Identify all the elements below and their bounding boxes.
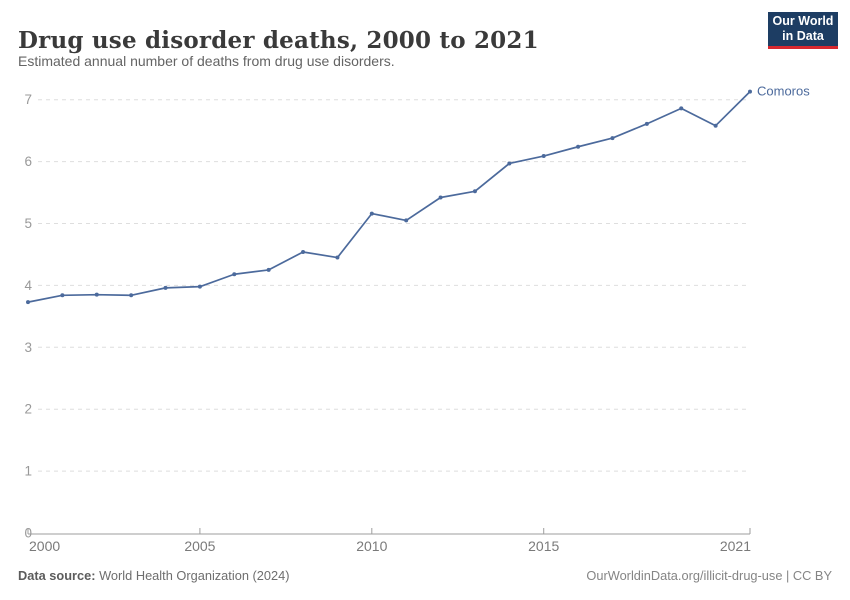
data-point-2021[interactable] bbox=[748, 89, 752, 94]
data-source-label: Data source: bbox=[18, 568, 96, 583]
x-axis-tick-label: 2000 bbox=[29, 538, 60, 554]
x-axis-tick-label: 2010 bbox=[356, 538, 387, 554]
y-axis-tick-label: 2 bbox=[24, 402, 32, 417]
owid-logo[interactable]: Our World in Data bbox=[768, 12, 838, 49]
x-axis-tick-label: 2021 bbox=[720, 538, 751, 554]
owid-logo-line2: in Data bbox=[782, 29, 824, 43]
footer-citation-link[interactable]: OurWorldinData.org/illicit-drug-use | CC… bbox=[586, 568, 832, 583]
data-point-2007[interactable] bbox=[266, 267, 271, 272]
x-axis-tick-label: 2005 bbox=[184, 538, 215, 554]
data-point-2011[interactable] bbox=[404, 218, 409, 223]
data-point-2008[interactable] bbox=[301, 249, 306, 254]
data-point-2013[interactable] bbox=[472, 189, 477, 194]
data-point-2018[interactable] bbox=[644, 121, 649, 126]
data-point-2012[interactable] bbox=[438, 195, 443, 200]
x-axis-tick-label: 2015 bbox=[528, 538, 559, 554]
y-axis-tick-label: 6 bbox=[24, 154, 32, 169]
y-axis-tick-label: 5 bbox=[24, 216, 32, 231]
data-point-2001[interactable] bbox=[60, 293, 65, 298]
data-point-2000[interactable] bbox=[26, 300, 30, 305]
page-title: Drug use disorder deaths, 2000 to 2021 bbox=[18, 27, 539, 55]
chart-subtitle: Estimated annual number of deaths from d… bbox=[18, 53, 395, 69]
data-point-2017[interactable] bbox=[610, 136, 615, 141]
y-axis-tick-label: 7 bbox=[24, 92, 32, 107]
data-point-2020[interactable] bbox=[713, 123, 718, 128]
owid-logo-line1: Our World bbox=[772, 13, 834, 28]
data-point-2016[interactable] bbox=[576, 144, 581, 149]
data-point-2015[interactable] bbox=[541, 154, 546, 159]
data-point-2004[interactable] bbox=[163, 285, 168, 290]
data-point-2019[interactable] bbox=[679, 106, 684, 111]
data-point-2002[interactable] bbox=[94, 292, 99, 297]
data-point-2014[interactable] bbox=[507, 161, 512, 166]
series-line-comoros bbox=[27, 90, 751, 303]
data-point-2003[interactable] bbox=[129, 293, 134, 298]
data-point-2010[interactable] bbox=[369, 211, 374, 216]
data-point-2005[interactable] bbox=[197, 284, 202, 289]
y-axis-tick-label: 3 bbox=[24, 340, 32, 355]
chart-footer: Data source: World Health Organization (… bbox=[18, 568, 832, 583]
y-axis-tick-label: 1 bbox=[24, 464, 32, 479]
data-source-text: World Health Organization (2024) bbox=[95, 568, 290, 583]
data-point-2009[interactable] bbox=[335, 255, 340, 260]
data-point-2006[interactable] bbox=[232, 272, 237, 277]
entity-label-comoros[interactable]: Comoros bbox=[757, 84, 810, 99]
data-source: Data source: World Health Organization (… bbox=[18, 568, 289, 583]
y-axis-tick-label: 4 bbox=[24, 278, 32, 293]
